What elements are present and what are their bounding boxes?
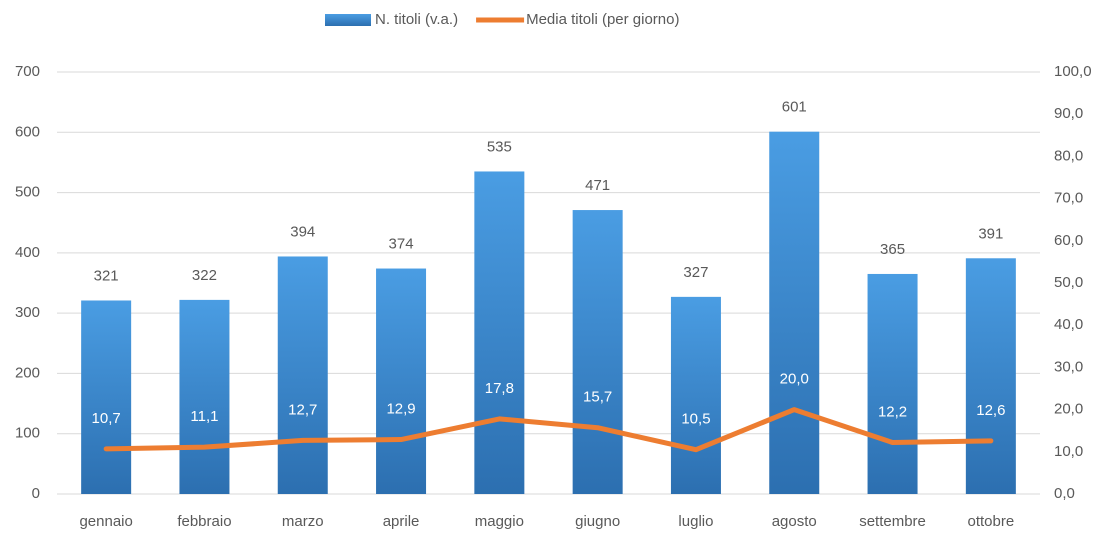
line-value-label: 12,7: [288, 401, 317, 418]
bar-value-label: 601: [782, 99, 807, 116]
bar-value-label: 365: [880, 241, 905, 258]
line-value-label: 10,5: [681, 411, 710, 428]
bar: [572, 210, 623, 494]
bar-value-label: 327: [683, 264, 708, 281]
line-value-label: 15,7: [583, 389, 612, 406]
y2-tick-label: 0,0: [1054, 485, 1075, 502]
y2-tick-label: 60,0: [1054, 232, 1083, 249]
y2-tick-label: 30,0: [1054, 358, 1083, 375]
y2-tick-label: 80,0: [1054, 147, 1083, 164]
bar: [179, 299, 230, 494]
line-value-label: 20,0: [780, 371, 809, 388]
bar-value-label: 374: [389, 236, 414, 253]
bar-value-label: 394: [290, 223, 315, 240]
y2-tick-label: 100,0: [1054, 63, 1092, 80]
bar: [670, 296, 721, 494]
bar: [769, 131, 820, 494]
bar-value-label: 535: [487, 138, 512, 155]
y2-tick-label: 40,0: [1054, 316, 1083, 333]
legend-swatch: [325, 14, 371, 26]
bar: [81, 300, 132, 494]
line: [103, 407, 994, 453]
line-value-label: 11,1: [190, 408, 218, 425]
bar: [277, 256, 328, 494]
bar: [965, 258, 1016, 494]
line-value-label: 17,8: [485, 380, 514, 397]
line-value-label: 12,2: [878, 403, 907, 420]
bar: [376, 268, 427, 494]
y-tick-label: 500: [15, 184, 40, 201]
y2-tick-label: 50,0: [1054, 274, 1083, 291]
x-tick-label: gennaio: [79, 513, 132, 530]
y-tick-label: 600: [15, 123, 40, 140]
y2-tick-label: 70,0: [1054, 190, 1083, 207]
bar: [474, 171, 525, 494]
line-value-label: 12,6: [976, 402, 1005, 419]
line-value-label: 10,7: [92, 410, 121, 427]
y2-tick-label: 10,0: [1054, 443, 1083, 460]
bar-value-label: 391: [978, 225, 1003, 242]
y-tick-label: 100: [15, 425, 40, 442]
bar-value-label: 322: [192, 267, 217, 284]
x-tick-label: marzo: [282, 513, 324, 530]
y-tick-label: 0: [32, 485, 40, 502]
bar-value-label: 321: [94, 267, 119, 284]
x-tick-label: luglio: [678, 513, 713, 530]
x-tick-label: aprile: [383, 513, 420, 530]
bar-value-label: 471: [585, 177, 610, 194]
x-tick-label: settembre: [859, 513, 926, 530]
x-tick-label: febbraio: [177, 513, 231, 530]
legend-label: N. titoli (v.a.): [375, 11, 458, 28]
legend-label: Media titoli (per giorno): [526, 11, 679, 28]
y-tick-label: 700: [15, 63, 40, 80]
y2-tick-label: 90,0: [1054, 105, 1083, 122]
y-tick-label: 400: [15, 244, 40, 261]
x-tick-label: agosto: [772, 513, 817, 530]
y2-tick-label: 20,0: [1054, 401, 1083, 418]
bar: [867, 273, 918, 494]
y-tick-label: 300: [15, 304, 40, 321]
x-tick-label: maggio: [475, 513, 524, 530]
x-tick-label: giugno: [575, 513, 620, 530]
y-tick-label: 200: [15, 364, 40, 381]
x-tick-label: ottobre: [967, 513, 1014, 530]
line-value-label: 12,9: [386, 401, 415, 418]
